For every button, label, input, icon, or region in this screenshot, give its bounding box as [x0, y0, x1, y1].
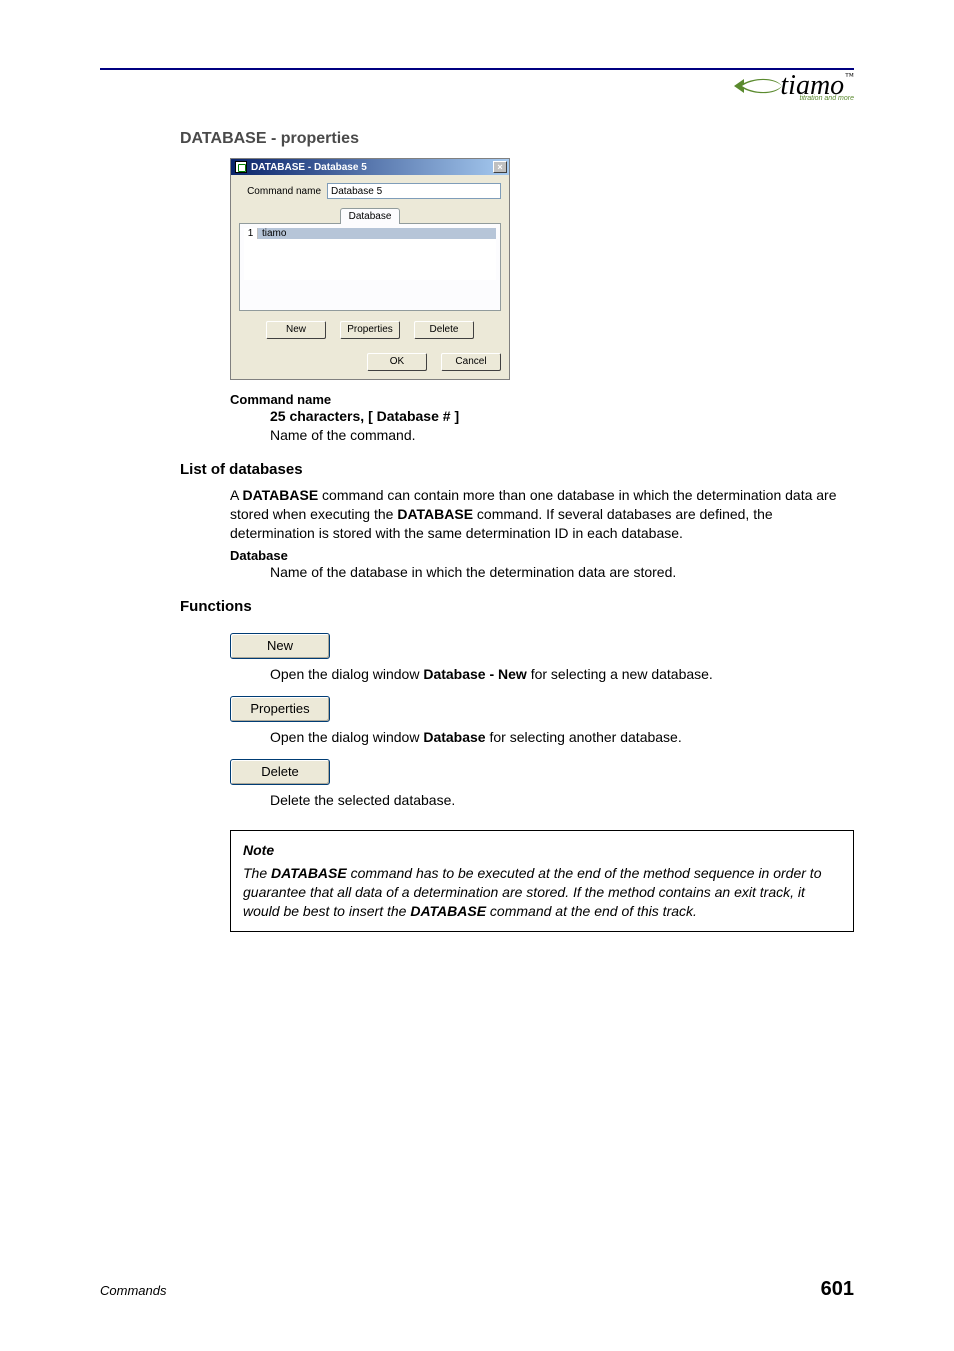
- note-body: The DATABASE command has to be executed …: [243, 864, 841, 921]
- dialog-window: DATABASE - Database 5 × Command name Dat…: [230, 158, 510, 380]
- command-name-term: Command name: [230, 392, 854, 407]
- functions-heading: Functions: [180, 598, 854, 615]
- function-properties-desc: Open the dialog window Database for sele…: [270, 728, 854, 747]
- list-row-number: 1: [244, 228, 258, 239]
- properties-button[interactable]: Properties: [340, 321, 400, 339]
- header-rule: [100, 68, 854, 70]
- function-new-button[interactable]: New: [230, 633, 330, 659]
- brand-logo: tiamo™ titration and more: [734, 72, 854, 100]
- logo-tagline: titration and more: [800, 95, 854, 102]
- page-footer: Commands 601: [100, 1278, 854, 1301]
- database-term: Database: [230, 548, 854, 563]
- command-name-input[interactable]: [327, 183, 501, 199]
- list-paragraph: A DATABASE command can contain more than…: [230, 486, 854, 543]
- dialog-titlebar: DATABASE - Database 5 ×: [231, 159, 509, 175]
- command-name-desc: Name of the command.: [270, 426, 854, 445]
- database-desc: Name of the database in which the determ…: [270, 563, 854, 582]
- dialog-app-icon: [235, 161, 247, 173]
- footer-section: Commands: [100, 1283, 166, 1298]
- database-tab-pane: 1 tiamo: [239, 223, 501, 311]
- database-list[interactable]: 1 tiamo: [244, 228, 496, 280]
- section-heading: DATABASE - properties: [180, 130, 854, 148]
- command-name-spec: 25 characters, [ Database # ]: [270, 407, 854, 426]
- note-title: Note: [243, 841, 841, 860]
- cancel-button[interactable]: Cancel: [441, 353, 501, 371]
- list-row-value[interactable]: tiamo: [258, 228, 496, 239]
- note-box: Note The DATABASE command has to be exec…: [230, 830, 854, 932]
- new-button[interactable]: New: [266, 321, 326, 339]
- tab-database[interactable]: Database: [340, 208, 401, 224]
- logo-arrow-icon: [734, 75, 782, 97]
- page-number: 601: [821, 1278, 854, 1301]
- close-icon[interactable]: ×: [493, 161, 507, 173]
- function-delete-button[interactable]: Delete: [230, 759, 330, 785]
- function-new-desc: Open the dialog window Database - New fo…: [270, 665, 854, 684]
- list-item: 1 tiamo: [244, 228, 496, 239]
- function-delete-desc: Delete the selected database.: [270, 791, 854, 810]
- dialog-title-text: DATABASE - Database 5: [251, 162, 493, 173]
- command-name-label: Command name: [239, 186, 327, 197]
- function-properties-button[interactable]: Properties: [230, 696, 330, 722]
- delete-button[interactable]: Delete: [414, 321, 474, 339]
- ok-button[interactable]: OK: [367, 353, 427, 371]
- list-of-databases-heading: List of databases: [180, 461, 854, 478]
